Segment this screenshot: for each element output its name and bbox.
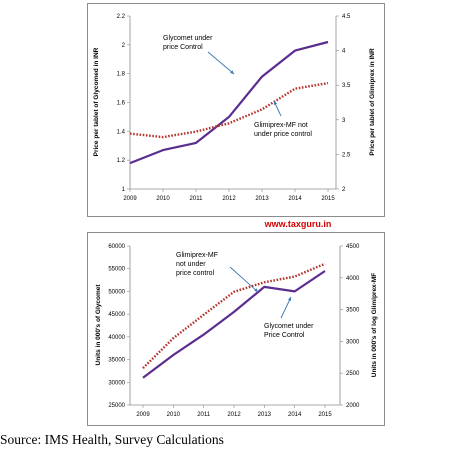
series-solid-line bbox=[142, 270, 326, 379]
y-left-tick-label: 1.8 bbox=[117, 72, 126, 78]
series-dotted-line bbox=[129, 81, 329, 139]
y-left-tick-label: 40000 bbox=[108, 335, 125, 341]
x-tick-label: 2010 bbox=[156, 196, 170, 202]
annotation-arrow bbox=[207, 51, 235, 75]
y-left-tick-label: 1 bbox=[122, 187, 126, 193]
y-left-tick-label: 55000 bbox=[108, 267, 125, 273]
y-left-tick-label: 50000 bbox=[108, 289, 125, 295]
y-axis-label-left: Units in 000's of Glycomet bbox=[95, 284, 102, 366]
x-tick-label: 2009 bbox=[136, 412, 150, 418]
x-tick-label: 2015 bbox=[321, 196, 335, 202]
source-caption: Source: IMS Health, Survey Calculations bbox=[0, 432, 224, 447]
y-left-tick-label: 25000 bbox=[108, 403, 125, 409]
x-tick-label: 2011 bbox=[190, 196, 204, 202]
y-left-tick-label: 60000 bbox=[108, 244, 125, 250]
x-tick-label: 2014 bbox=[288, 412, 302, 418]
annotation-text: not under bbox=[176, 261, 206, 268]
chart-1-svg: 1 1.2 1.4 1.6 1.8 2 2.2 2 2.5 3 3.5 4 4.5 2009 2010 201… bbox=[93, 14, 376, 202]
y-left-tick-label: 1.6 bbox=[117, 101, 126, 107]
series-dotted-line bbox=[142, 262, 326, 369]
chart-glycomet-units: 25000 30000 35000 40000 45000 50000 55000 60000… bbox=[87, 232, 385, 426]
y-right-tick-label: 4500 bbox=[346, 244, 360, 250]
y-right-tick-label: 3000 bbox=[346, 339, 360, 345]
y-right-tick-label: 2500 bbox=[346, 371, 360, 377]
y-axis-label-left: Price per tablet of Glycomed in INR bbox=[93, 47, 100, 156]
annotation-arrow bbox=[229, 266, 259, 293]
y-right-tick-label: 4000 bbox=[346, 276, 360, 282]
annotation-text: Glimiprex-MF bbox=[176, 252, 218, 259]
y-right-tick-label: 3500 bbox=[346, 308, 360, 314]
y-left-tick-label: 1.2 bbox=[117, 158, 126, 164]
annotation-text: under price control bbox=[254, 131, 312, 138]
y-left-tick-label: 2 bbox=[122, 43, 126, 49]
series-solid-line bbox=[129, 40, 329, 165]
annotation-arrowhead bbox=[254, 288, 258, 292]
y-right-tick-label: 4.5 bbox=[342, 14, 351, 20]
annotation-arrowhead bbox=[273, 101, 278, 105]
x-tick-label: 2014 bbox=[288, 196, 302, 202]
watermark-text: www.taxguru.in bbox=[264, 219, 332, 229]
annotation-text: Price Control bbox=[264, 332, 305, 339]
y-left-tick-label: 30000 bbox=[108, 380, 125, 386]
y-right-tick-label: 3.5 bbox=[342, 83, 351, 89]
y-right-tick-label: 2 bbox=[342, 187, 346, 193]
y-right-tick-label: 2000 bbox=[346, 403, 360, 409]
annotation-text: Glycomet under bbox=[163, 35, 213, 42]
annotation-arrowhead bbox=[230, 70, 234, 74]
y-left-tick-label: 2.2 bbox=[117, 14, 126, 20]
annotation-text: price Control bbox=[163, 44, 203, 51]
y-left-tick-label: 45000 bbox=[108, 312, 125, 318]
y-right-tick-label: 4 bbox=[342, 49, 346, 55]
x-tick-label: 2015 bbox=[318, 412, 332, 418]
y-right-tick-label: 3 bbox=[342, 118, 346, 124]
chart-glycomet-price: 1 1.2 1.4 1.6 1.8 2 2.2 2 2.5 3 3.5 4 4.5 2009 2010 201… bbox=[87, 3, 385, 217]
x-tick-label: 2013 bbox=[255, 196, 269, 202]
annotation-arrow bbox=[280, 296, 292, 319]
annotation-text: Glimiprex-MF not bbox=[254, 122, 308, 129]
x-tick-label: 2012 bbox=[227, 412, 241, 418]
y-axis-label-right: Price per tablet of Glimiprex in INR bbox=[369, 48, 376, 156]
x-tick-label: 2009 bbox=[123, 196, 137, 202]
x-tick-label: 2013 bbox=[258, 412, 272, 418]
annotation-arrowhead bbox=[287, 297, 291, 301]
x-tick-label: 2011 bbox=[197, 412, 211, 418]
annotation-text: Glycomet under bbox=[264, 323, 314, 330]
annotation-text: price control bbox=[176, 270, 215, 277]
x-tick-label: 2012 bbox=[222, 196, 236, 202]
chart-2-svg: 25000 30000 35000 40000 45000 50000 55000 60000… bbox=[95, 244, 378, 418]
y-right-tick-label: 2.5 bbox=[342, 152, 351, 158]
y-left-tick-label: 35000 bbox=[108, 358, 125, 364]
y-left-tick-label: 1.4 bbox=[117, 129, 126, 135]
x-tick-label: 2010 bbox=[167, 412, 181, 418]
y-axis-label-right: Units in 000's of log Glimiprex-MF bbox=[371, 273, 378, 378]
